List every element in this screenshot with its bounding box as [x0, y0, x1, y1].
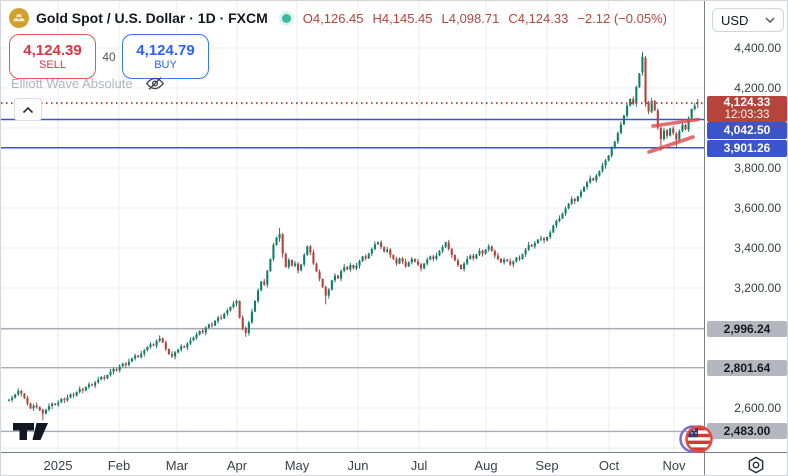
collapse-legend-button[interactable] — [14, 98, 42, 121]
trade-buttons: 4,124.39 SELL 40 4,124.79 BUY — [9, 34, 209, 79]
price-tick-label: 4,400.00 — [734, 41, 781, 55]
ohlc-high: H4,145.45 — [372, 10, 433, 26]
time-scale[interactable]: 2025 Feb Mar Apr May Jun Jul Aug Sep Oct Nov — [1, 452, 704, 475]
time-tick-label: Oct — [598, 458, 620, 473]
chart-legend: Gold Spot / U.S. Dollar · 1D · FXCM O4,1… — [9, 7, 676, 29]
price-tick-label: 3,400.00 — [734, 241, 781, 255]
gold-symbol-icon — [9, 8, 29, 28]
economic-event-icons[interactable] — [679, 423, 721, 460]
key-level-badge: 2,996.24 — [707, 321, 787, 337]
currency-label: USD — [721, 12, 749, 28]
sell-label: SELL — [39, 58, 66, 71]
price-tick-label: 3,800.00 — [734, 161, 781, 175]
bar-countdown: 12:03:33 — [724, 109, 770, 121]
buy-label: BUY — [154, 58, 177, 71]
time-tick-label: May — [284, 458, 310, 473]
ohlc-open: O4,126.45 — [302, 10, 364, 26]
time-tick-label: Jun — [347, 458, 369, 473]
key-level-badge: 2,801.64 — [707, 360, 787, 376]
time-tick-label: Mar — [165, 458, 189, 473]
symbol-title[interactable]: Gold Spot / U.S. Dollar · 1D · FXCM — [36, 10, 268, 26]
axis-corner — [704, 452, 787, 475]
ohlc-values: O4,126.45 H4,145.45 L4,098.71 C4,124.33 −2.1… — [303, 11, 676, 26]
market-status-dot[interactable] — [281, 13, 291, 23]
time-tick-label: Feb — [107, 458, 131, 473]
tradingview-logo[interactable] — [13, 421, 49, 447]
last-price-value: 4,124.33 — [723, 95, 771, 109]
trend-line[interactable] — [647, 135, 695, 154]
spread-value: 40 — [102, 49, 116, 64]
time-tick-label: Sep — [535, 458, 559, 473]
ohlc-close: C4,124.33 — [508, 10, 569, 26]
ohlc-change: −2.12 (−0.05%) — [577, 10, 667, 26]
chevron-up-icon — [22, 106, 34, 113]
time-tick-label: Aug — [474, 458, 498, 473]
sell-button[interactable]: 4,124.39 SELL — [9, 34, 96, 79]
chevron-down-icon — [765, 17, 775, 23]
price-tick-label: 3,600.00 — [734, 201, 781, 215]
time-tick-label: 2025 — [43, 458, 73, 473]
time-tick-label: Nov — [662, 458, 686, 473]
level-price-badge: 3,901.26 — [707, 140, 787, 157]
last-price-badge: 4,124.33 12:03:33 — [707, 96, 787, 122]
time-tick-label: Apr — [226, 458, 248, 473]
ohlc-low: L4,098.71 — [441, 10, 500, 26]
sell-price: 4,124.39 — [23, 41, 82, 59]
scale-settings-gear-icon[interactable] — [747, 456, 765, 474]
time-tick-label: Jul — [410, 458, 428, 473]
key-level-badge: 2,483.00 — [707, 423, 787, 439]
buy-price: 4,124.79 — [136, 41, 195, 59]
candlestick-chart[interactable] — [1, 1, 704, 452]
trend-line[interactable] — [651, 117, 700, 128]
chart-pane[interactable]: Gold Spot / U.S. Dollar · 1D · FXCM O4,1… — [1, 1, 713, 453]
indicator-legend: Elliott Wave Absolute — [11, 75, 165, 92]
price-tick-label: 4,200.00 — [734, 81, 781, 95]
currency-dropdown[interactable]: USD — [712, 8, 784, 32]
price-tick-label: 2,600.00 — [734, 401, 781, 415]
buy-button[interactable]: 4,124.79 BUY — [122, 34, 209, 79]
eye-hidden-icon[interactable] — [145, 75, 165, 92]
indicator-name[interactable]: Elliott Wave Absolute — [11, 76, 133, 91]
price-scale[interactable]: USD 4,400.00 4,200.00 3,800.00 3,600.00 3,40… — [704, 1, 787, 475]
us-flag-event-icon — [685, 425, 713, 453]
price-tick-label: 3,200.00 — [734, 281, 781, 295]
level-price-badge: 4,042.50 — [707, 122, 787, 139]
